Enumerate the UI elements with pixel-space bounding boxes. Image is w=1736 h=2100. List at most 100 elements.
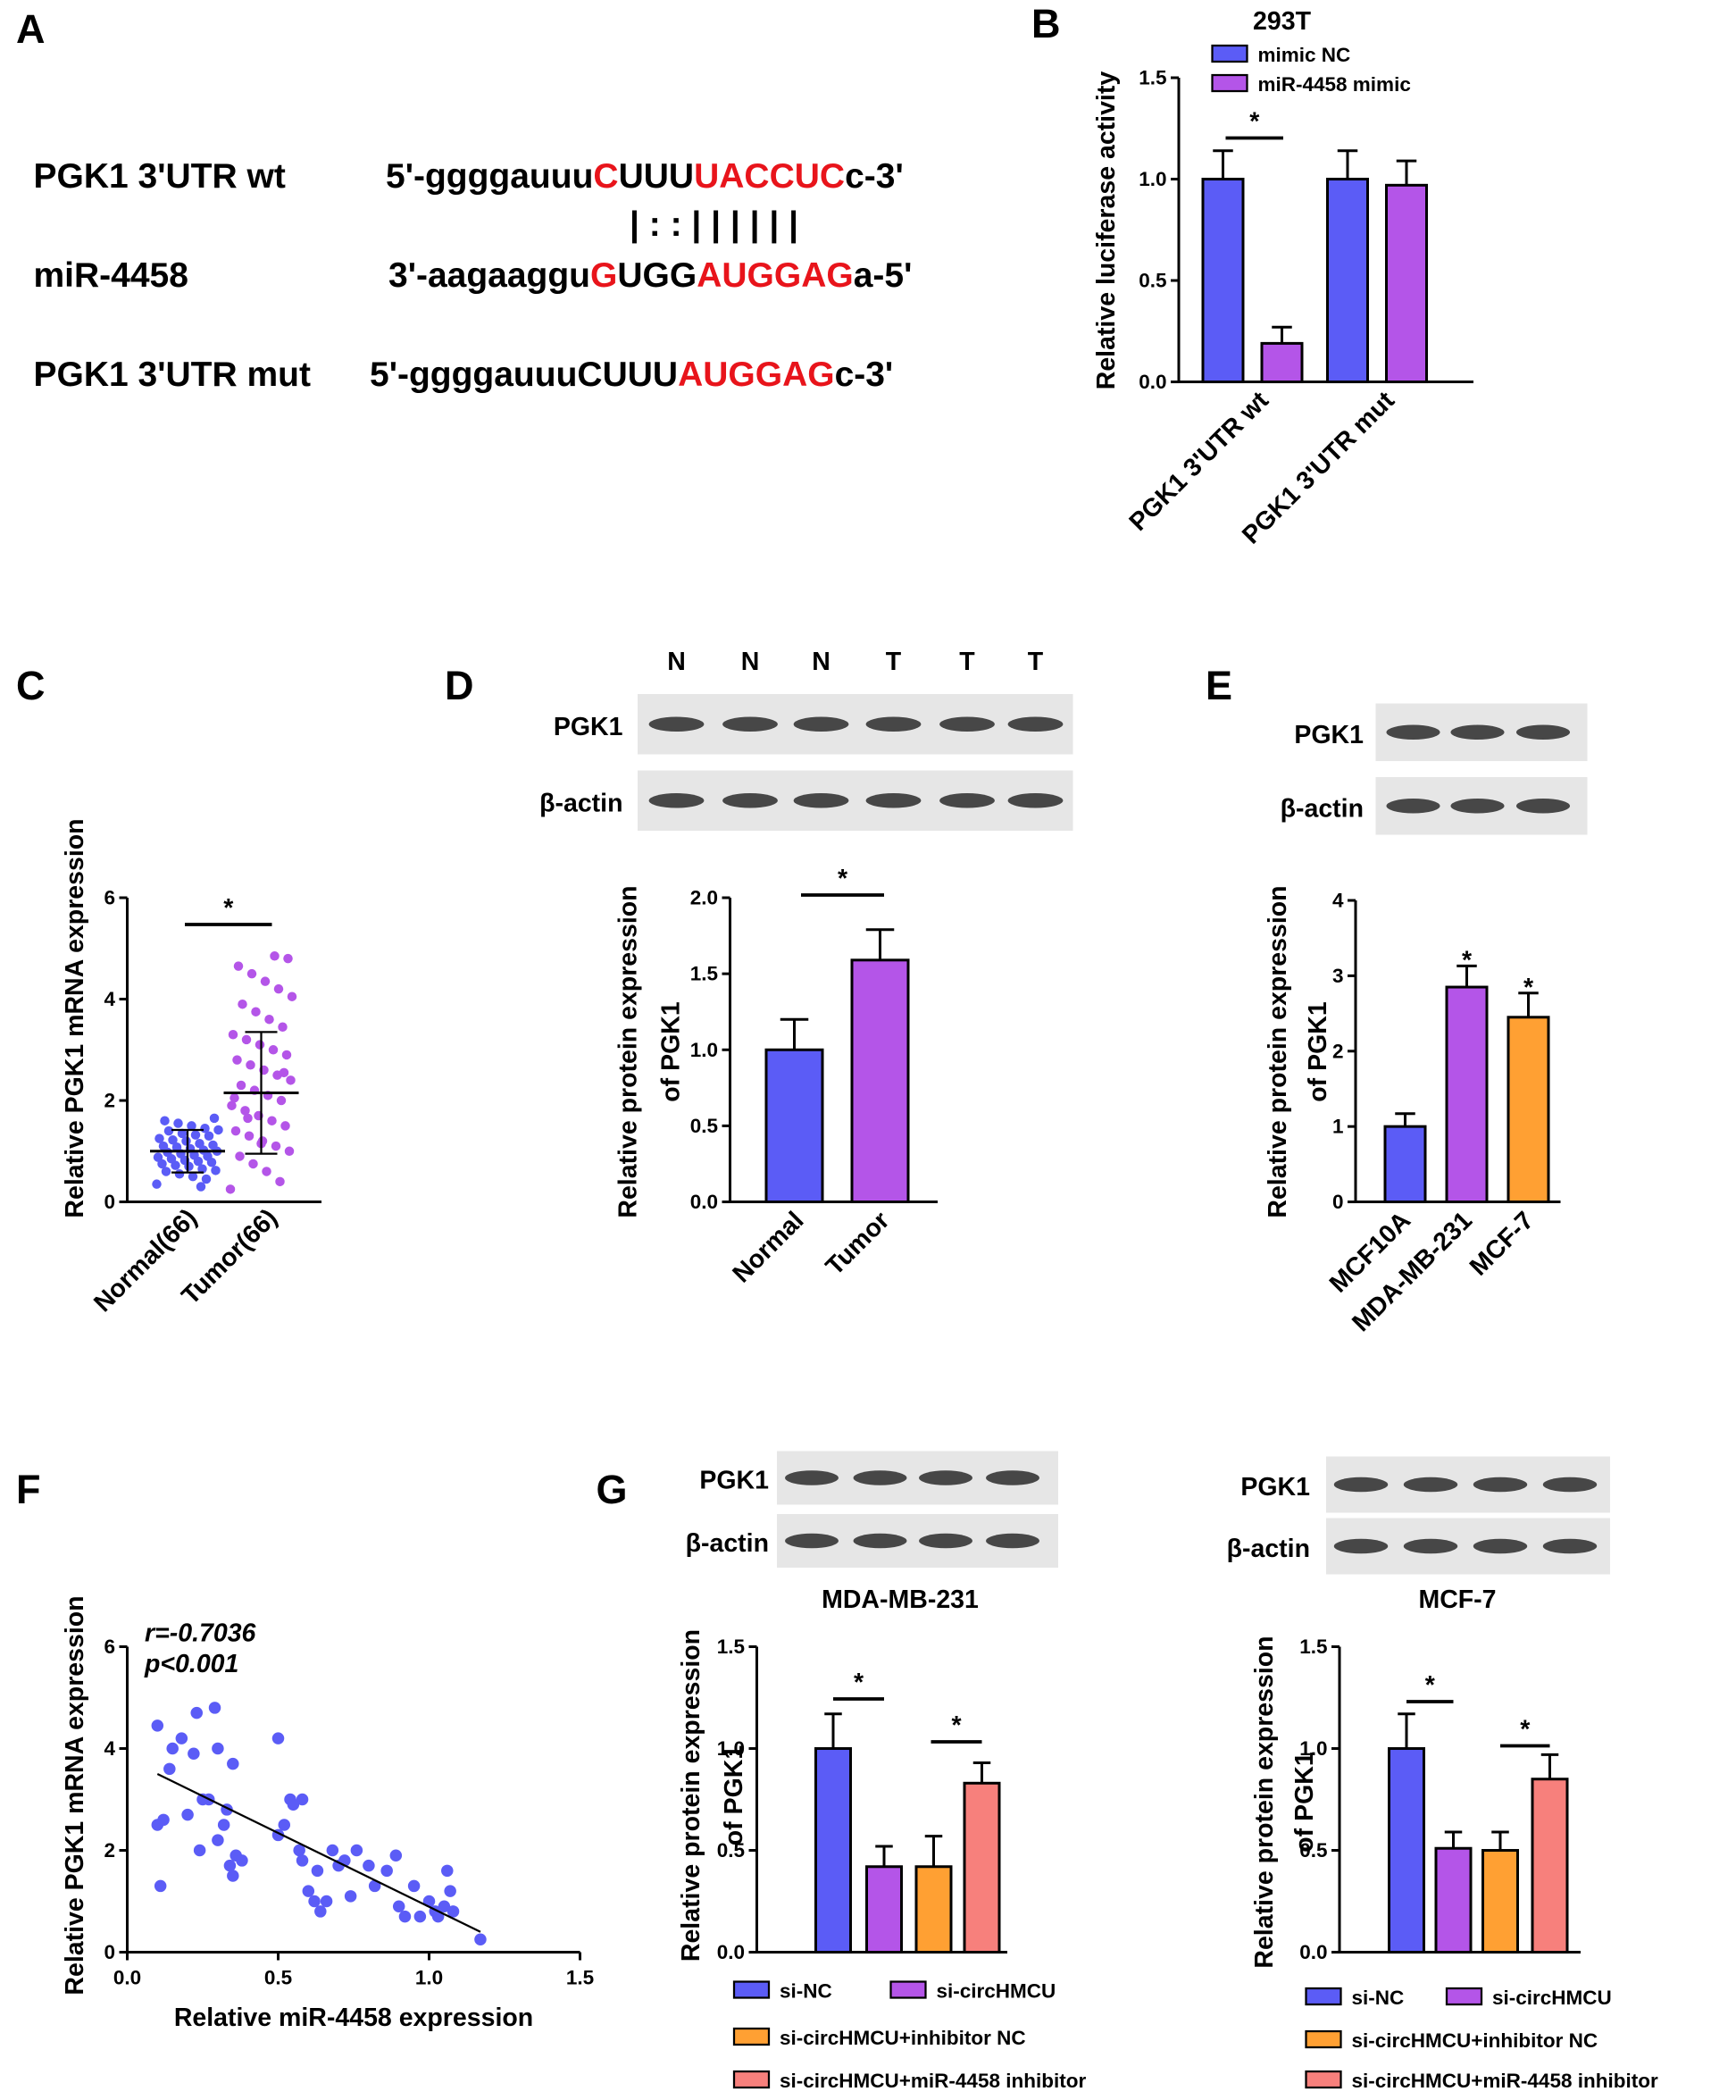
y-tick-label: 0 [1332, 1191, 1344, 1213]
band [1515, 799, 1571, 814]
blot-row-label: β-actin [1281, 794, 1364, 823]
band [1007, 716, 1064, 732]
point [447, 1905, 460, 1918]
significance-label: * [1462, 946, 1473, 975]
point [278, 1819, 291, 1831]
point [160, 1116, 170, 1125]
blot-strip [638, 694, 1073, 755]
point [208, 1140, 218, 1150]
y-tick-label: 4 [1332, 890, 1344, 912]
bar [914, 1865, 953, 1954]
y-tick-label: 1.5 [1299, 1636, 1327, 1658]
band [865, 793, 922, 808]
band [1333, 1538, 1389, 1554]
x-tick-label: Tumor [821, 1206, 896, 1281]
x-tick-label: 1.0 [415, 1967, 443, 1989]
sequence-segment: UACCUC [694, 157, 845, 196]
x-tick-label: 0.5 [264, 1967, 292, 1989]
legend-swatch [732, 2070, 771, 2089]
legend-label: si-NC [1352, 1987, 1405, 2009]
point [233, 961, 244, 971]
point [271, 1141, 281, 1151]
sequence-label: PGK1 3'UTR mut [34, 356, 311, 394]
y-tick-label: 0.5 [1299, 1839, 1327, 1862]
point [246, 1060, 255, 1070]
annotation: p<0.001 [144, 1650, 238, 1678]
point [326, 1844, 339, 1857]
legend-label: mimic NC [1258, 44, 1351, 66]
lane-label: T [959, 648, 975, 676]
point [278, 1022, 288, 1032]
legend-label: si-circHMCU+inhibitor NC [780, 2027, 1026, 2049]
x-axis-label: Relative miR-4458 expression [174, 2004, 533, 2032]
y-axis-label: of PGK1 [720, 1745, 748, 1846]
point [197, 1164, 207, 1174]
band [1473, 1538, 1528, 1554]
point [270, 951, 280, 961]
pairing: | : : | | | | | | [630, 205, 798, 244]
y-tick-label: 0 [104, 1941, 115, 1963]
point [217, 1819, 230, 1831]
y-tick-label: 0.5 [690, 1115, 718, 1137]
point [262, 1167, 271, 1176]
y-axis-label: Relative protein expression [1250, 1636, 1279, 1968]
point [271, 1732, 285, 1744]
sequence-label: PGK1 3'UTR wt [34, 157, 286, 196]
point [389, 1849, 403, 1862]
point [188, 1747, 200, 1760]
blot-row-label: β-actin [1227, 1535, 1310, 1563]
x-tick-label: Normal [727, 1206, 809, 1288]
point [320, 1895, 333, 1908]
fit-line [156, 1773, 481, 1933]
y-axis-label: of PGK1 [1290, 1752, 1319, 1853]
point [227, 1870, 239, 1882]
sequence-segment: AUGGAG [697, 256, 854, 295]
bar [865, 1865, 903, 1954]
blot-row-label: PGK1 [1240, 1473, 1310, 1502]
y-tick-label: 1.5 [690, 963, 718, 985]
y-tick-label: 0.0 [690, 1191, 718, 1213]
blot-row-label: PGK1 [554, 713, 623, 741]
point [236, 1080, 246, 1091]
blot-strip [638, 770, 1073, 832]
band [722, 716, 778, 732]
point [190, 1706, 203, 1719]
y-axis-label: of PGK1 [1304, 1001, 1332, 1102]
point [302, 1885, 315, 1897]
panel-letter: B [1031, 1, 1061, 46]
bar [963, 1781, 1001, 1954]
y-tick-label: 1.0 [1299, 1737, 1327, 1760]
sequence-segment: 5'-ggggauuu [386, 157, 593, 196]
point [154, 1879, 167, 1893]
bar [1385, 183, 1428, 384]
point [296, 1854, 309, 1867]
point [280, 1121, 290, 1131]
y-tick-label: 6 [104, 887, 115, 909]
point [208, 1702, 221, 1714]
band [1403, 1538, 1458, 1554]
legend-label: si-NC [780, 1980, 832, 2003]
sequence-label: miR-4458 [34, 256, 188, 295]
point [308, 1895, 321, 1908]
y-axis-label: of PGK1 [657, 1001, 686, 1102]
point [344, 1890, 357, 1903]
sequence: 3'-aagaagguGUGGAUGGAGa-5' [388, 256, 912, 295]
point [268, 1045, 279, 1055]
y-tick-label: 1.5 [717, 1636, 745, 1658]
legend-swatch [1305, 2070, 1342, 2089]
sequence-segment: G [590, 256, 617, 295]
point [204, 1131, 214, 1141]
band [1333, 1477, 1389, 1493]
sequence-segment: 5'-ggggauuuCUUU [370, 356, 678, 394]
point [240, 1106, 250, 1116]
point [196, 1182, 206, 1192]
point [444, 1885, 456, 1897]
y-tick-label: 1.5 [1139, 67, 1166, 89]
blot-row-label: β-actin [539, 789, 622, 817]
legend-label: si-circHMCU+inhibitor NC [1352, 2029, 1598, 2052]
y-tick-label: 0.0 [717, 1941, 745, 1963]
band [722, 793, 778, 808]
legend-swatch [732, 1980, 771, 1999]
significance-label: * [1249, 108, 1260, 137]
y-axis-label: Relative protein expression [1264, 885, 1292, 1217]
